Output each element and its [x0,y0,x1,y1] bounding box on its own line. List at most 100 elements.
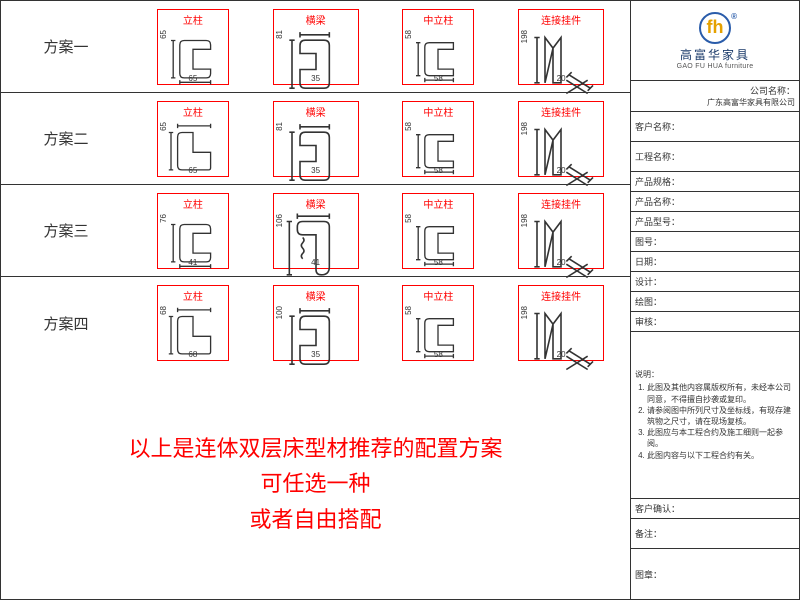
profile-box: 连接挂件 198 20 [518,9,604,85]
plan-row: 方案一 立柱 65 65 横梁 81 35 中立柱5858 连接挂件 198 20 [1,1,630,93]
profile-box: 连接挂件 198 20 [518,101,604,177]
profile-box: 立柱6868 [157,285,229,361]
profile-box: 横梁 81 35 [273,101,359,177]
dim-h: 198 [520,30,529,43]
dim-h: 198 [520,306,529,319]
footer-line: 可任选一种 [260,466,370,501]
plan-row: 方案三立柱7641横梁10641中立柱5858连接挂件19820 [1,185,630,277]
profile-box: 横梁 81 35 [273,9,359,85]
dim-h: 58 [404,122,413,131]
field-design: 设计： [631,272,799,292]
field-customer: 客户名称： [631,112,799,142]
dim-h: 58 [404,306,413,315]
notes: 说明： 此图及其他内容属版权所有，未经本公司同意，不得擅自抄袭或复印。请参阅图中… [631,332,799,499]
field-model: 产品型号： [631,212,799,232]
dim-h: 68 [159,306,168,315]
dim-w: 41 [311,258,320,267]
plan-label: 方案三 [1,185,131,276]
profile-shape [276,28,356,98]
field-project: 工程名称： [631,142,799,172]
profiles: 立柱6868横梁10035中立柱5858连接挂件19820 [131,277,630,369]
plan-label: 方案二 [1,93,131,184]
page: 方案一立柱6565横梁8135中立柱5858连接挂件19820方案二立柱6565… [0,0,800,600]
field-remark: 备注： [631,519,799,549]
footer-text: 以上是连体双层床型材推荐的配置方案 可任选一种 或者自由搭配 [1,369,630,599]
field-seal: 图章： [631,549,799,599]
profile-box: 中立柱5858 [402,193,474,269]
profile-title: 立柱 [183,196,203,211]
profiles: 立柱 65 65 横梁 81 35 中立柱5858 连接挂件 198 20 [131,1,630,92]
plan-label: 方案四 [1,277,131,369]
dim-w: 58 [434,258,443,267]
dim-w: 20 [557,74,566,83]
profile-shape [276,212,356,282]
profile-title: 立柱 [183,12,203,27]
plan-label: 方案一 [1,1,131,92]
dim-w: 65 [188,166,197,175]
profile-box: 中立柱5858 [402,9,474,85]
profile-box: 横梁 100 35 [273,285,359,361]
profile-title: 横梁 [306,104,326,119]
field-prodname: 产品名称： [631,192,799,212]
dim-h: 65 [159,122,168,131]
profile-shape [276,120,356,190]
profile-shape [276,304,356,374]
dim-h: 106 [275,214,284,227]
profile-shape [521,120,601,190]
profiles: 立柱6565横梁8135中立柱5858连接挂件19820 [131,93,630,184]
profile-shape [521,212,601,282]
profile-box: 连接挂件 198 20 [518,285,604,361]
notes-list: 此图及其他内容属版权所有，未经本公司同意，不得擅自抄袭或复印。请参阅图中所列尺寸… [635,382,795,460]
field-drawing: 图号： [631,232,799,252]
profiles: 立柱7641横梁10641中立柱5858连接挂件19820 [131,185,630,276]
profile-title: 中立柱 [423,12,453,27]
dim-w: 20 [557,350,566,359]
profile-title: 中立柱 [423,196,453,211]
dim-h: 76 [159,214,168,223]
dim-w: 41 [188,258,197,267]
plan-row: 方案四立柱6868横梁10035中立柱5858连接挂件19820 [1,277,630,369]
profile-title: 连接挂件 [541,104,581,119]
dim-w: 58 [434,166,443,175]
dim-w: 20 [557,166,566,175]
dim-w: 20 [557,258,566,267]
profile-box: 立柱 65 65 [157,9,229,85]
dim-h: 81 [275,30,284,39]
footer-line: 或者自由搭配 [249,502,381,537]
main-panel: 方案一立柱6565横梁8135中立柱5858连接挂件19820方案二立柱6565… [1,1,631,599]
note-item: 此图内容与以下工程合约有关。 [647,450,795,461]
note-item: 请参阅图中所列尺寸及坐标线，有现存建筑物之尺寸，请在现场复核。 [647,405,795,427]
dim-w: 35 [311,74,320,83]
dim-w: 65 [188,74,197,83]
field-confirm: 客户确认： [631,499,799,519]
field-review: 审核： [631,312,799,332]
profile-box: 中立柱5858 [402,101,474,177]
dim-h: 100 [275,306,284,319]
dim-h: 81 [275,122,284,131]
profile-box: 横梁10641 [273,193,359,269]
note-item: 此图应与本工程合约及施工细则一起参阅。 [647,427,795,449]
profile-title: 连接挂件 [541,12,581,27]
side-panel: fh® 高富华家具 GAO FU HUA furniture 公司名称： 广东高… [631,1,799,599]
profile-box: 中立柱5858 [402,285,474,361]
profile-box: 连接挂件19820 [518,193,604,269]
field-date: 日期： [631,252,799,272]
dim-h: 65 [159,30,168,39]
note-item: 此图及其他内容属版权所有，未经本公司同意，不得擅自抄袭或复印。 [647,382,795,404]
brand-cn: 高富华家具 [680,46,750,63]
profile-box: 立柱 76 41 [157,193,229,269]
profile-title: 立柱 [183,104,203,119]
profile-title: 连接挂件 [541,288,581,303]
profile-title: 横梁 [306,12,326,27]
field-company: 公司名称： 广东高富华家具有限公司 [631,81,799,112]
profile-title: 立柱 [183,288,203,303]
dim-h: 198 [520,122,529,135]
dim-h: 198 [520,214,529,227]
plan-row: 方案二立柱6565横梁8135中立柱5858连接挂件19820 [1,93,630,185]
footer-line: 以上是连体双层床型材推荐的配置方案 [128,431,502,466]
profile-title: 横梁 [306,288,326,303]
brand-en: GAO FU HUA furniture [677,63,754,70]
profile-box: 立柱 65 65 [157,101,229,177]
dim-w: 35 [311,350,320,359]
dim-w: 35 [311,166,320,175]
